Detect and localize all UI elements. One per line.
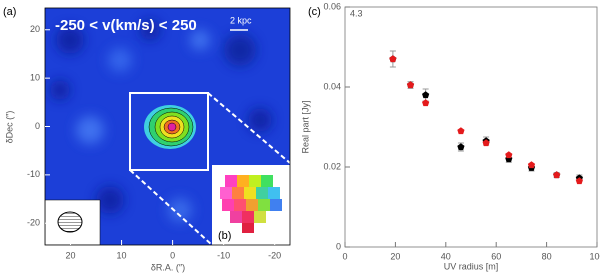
y-axis-label: Real part [Jy]	[300, 100, 310, 153]
inset-label: (b)	[218, 230, 231, 242]
panel-label: (a)	[3, 6, 16, 18]
y-tick-label: 0.04	[323, 81, 341, 91]
map-image	[45, 8, 290, 245]
y-tick-label: 10	[30, 73, 40, 83]
x-tick-label: 40	[441, 251, 451, 261]
point	[482, 139, 490, 147]
x-tick-label: 20	[390, 251, 400, 261]
point	[457, 143, 465, 151]
annotation: 4.3	[350, 8, 363, 18]
point	[575, 177, 583, 185]
x-tick-label: 10	[117, 250, 127, 260]
map-title: -250 < v(km/s) < 250	[55, 17, 197, 34]
y-tick-label: 0	[336, 241, 341, 251]
y-tick-label: 20	[30, 24, 40, 34]
x-axis-label: δR.A. (″)	[151, 262, 185, 272]
y-axis-label: δDec (″)	[4, 111, 14, 144]
x-tick-label: 60	[491, 251, 501, 261]
x-tick-label: -10	[217, 250, 230, 260]
y-tick-label: 0.06	[323, 1, 341, 11]
y-tick-label: -20	[27, 218, 40, 228]
point	[406, 81, 415, 89]
scale-label: 2 kpc	[230, 15, 252, 25]
point	[422, 91, 430, 99]
point	[389, 55, 397, 63]
x-tick-label: -20	[268, 250, 281, 260]
point	[457, 127, 465, 135]
x-tick-label: 100	[589, 251, 600, 261]
plot-frame	[344, 6, 598, 248]
x-tick-label: 80	[542, 251, 552, 261]
point	[505, 151, 513, 159]
x-axis-label: UV radius [m]	[444, 261, 499, 271]
point	[553, 171, 561, 179]
panel-label: (c)	[308, 6, 321, 18]
x-tick-label: 0	[342, 251, 347, 261]
x-tick-label: 0	[170, 250, 175, 260]
y-tick-label: 0.02	[323, 161, 341, 171]
point	[422, 99, 430, 107]
y-tick-label: 0	[35, 121, 40, 131]
y-tick-label: -10	[27, 169, 40, 179]
x-tick-label: 20	[66, 250, 76, 260]
point	[527, 161, 536, 169]
